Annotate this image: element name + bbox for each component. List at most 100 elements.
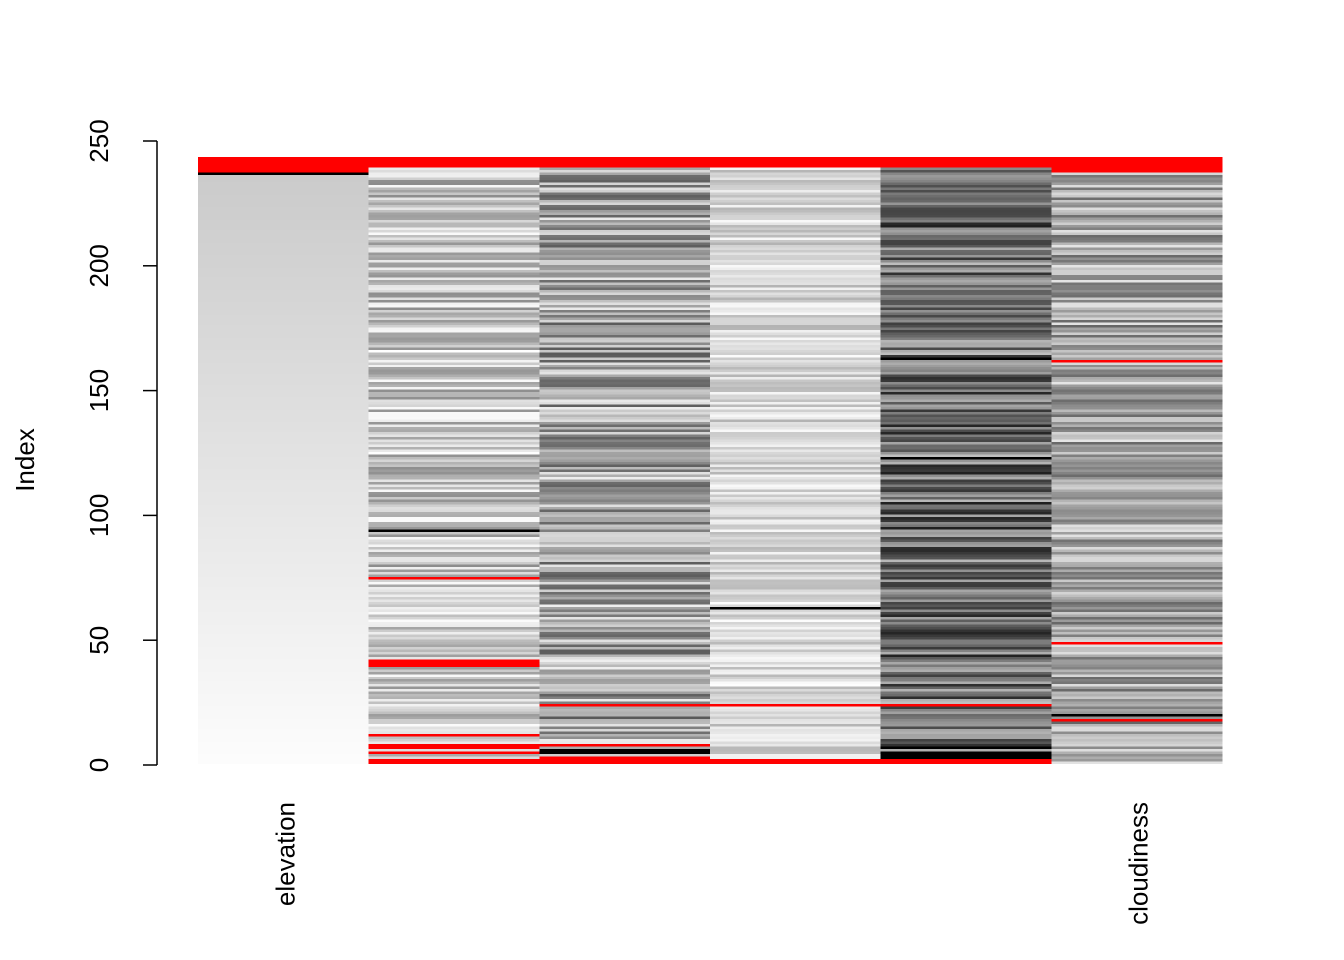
heatmap-cell — [368, 157, 540, 161]
heatmap-cell — [539, 346, 711, 350]
heatmap-cell — [880, 653, 1052, 657]
heatmap-cell — [198, 366, 370, 370]
heatmap-cell — [539, 671, 711, 675]
heatmap-cell — [368, 371, 540, 375]
heatmap-cell — [368, 596, 540, 600]
heatmap-cell — [880, 371, 1052, 375]
heatmap-cell — [710, 431, 882, 435]
heatmap-cell — [710, 249, 882, 253]
heatmap-cell — [198, 623, 370, 627]
heatmap-cell — [880, 494, 1052, 498]
heatmap-cell — [539, 501, 711, 505]
heatmap-cell — [539, 354, 711, 358]
heatmap-cell — [710, 259, 882, 263]
heatmap-cell — [539, 369, 711, 373]
heatmap-cell — [539, 411, 711, 415]
heatmap-cell — [539, 536, 711, 540]
heatmap-cell — [368, 711, 540, 715]
heatmap-cell — [880, 234, 1052, 238]
heatmap-cell — [198, 257, 370, 260]
heatmap-cell — [710, 242, 882, 245]
heatmap-cell — [539, 643, 711, 647]
heatmap-cell — [368, 189, 540, 193]
heatmap-cell — [368, 494, 540, 498]
heatmap-cell — [368, 202, 540, 205]
heatmap-cell — [198, 321, 370, 325]
heatmap-cell — [198, 436, 370, 440]
heatmap-cell — [1051, 249, 1223, 253]
heatmap-cell — [880, 661, 1052, 665]
heatmap-cell — [710, 606, 882, 610]
heatmap-cell — [1051, 708, 1223, 712]
heatmap-cell — [880, 481, 1052, 485]
heatmap-cell — [710, 716, 882, 720]
heatmap-cell — [880, 683, 1052, 687]
heatmap-cell — [710, 232, 882, 235]
heatmap-cell — [880, 306, 1052, 310]
heatmap-cell — [368, 252, 540, 255]
heatmap-cell — [539, 329, 711, 333]
heatmap-cell — [539, 459, 711, 463]
heatmap-cell — [710, 633, 882, 637]
heatmap-cell — [198, 227, 370, 230]
heatmap-cell — [368, 616, 540, 620]
heatmap-cell — [368, 643, 540, 647]
heatmap-cell — [368, 666, 540, 670]
heatmap-cell — [368, 731, 540, 735]
heatmap-cell — [1051, 279, 1223, 283]
heatmap-cell — [1051, 189, 1223, 193]
heatmap-cell — [710, 496, 882, 500]
heatmap-cell — [1051, 599, 1223, 602]
heatmap-cell — [880, 316, 1052, 320]
heatmap-cell — [368, 479, 540, 483]
heatmap-cell — [880, 329, 1052, 333]
heatmap-cell — [198, 701, 370, 705]
heatmap-cell — [710, 174, 882, 178]
heatmap-cell — [539, 399, 711, 403]
heatmap-cell — [1051, 561, 1223, 565]
heatmap-cell — [539, 464, 711, 468]
heatmap-cell — [880, 264, 1052, 268]
heatmap-cell — [880, 262, 1052, 265]
heatmap-cell — [710, 731, 882, 735]
heatmap-cell — [198, 596, 370, 600]
heatmap-cell — [710, 434, 882, 438]
heatmap-cell — [368, 581, 540, 585]
heatmap-cell — [1051, 668, 1223, 672]
heatmap-cell — [710, 177, 882, 181]
heatmap-cell — [710, 314, 882, 318]
heatmap-cell — [198, 666, 370, 670]
heatmap-cell — [710, 571, 882, 575]
heatmap-cell — [710, 609, 882, 612]
heatmap-cell — [368, 421, 540, 425]
heatmap-cell — [368, 703, 540, 707]
heatmap-cell — [710, 354, 882, 358]
heatmap-cell — [1051, 648, 1223, 652]
heatmap-cell — [198, 324, 370, 328]
heatmap-cell — [198, 524, 370, 527]
heatmap-cell — [539, 661, 711, 665]
heatmap-cell — [368, 234, 540, 238]
heatmap-cell — [1051, 753, 1223, 757]
heatmap-cell — [368, 249, 540, 253]
heatmap-cell — [710, 564, 882, 567]
heatmap-cell — [368, 676, 540, 680]
heatmap-cell — [539, 758, 711, 762]
heatmap-cell — [539, 254, 711, 258]
heatmap-cell — [368, 324, 540, 328]
heatmap-cell — [1051, 696, 1223, 700]
heatmap-cell — [1051, 693, 1223, 697]
heatmap-cell — [539, 374, 711, 378]
heatmap-cell — [1051, 643, 1223, 647]
heatmap-cell — [368, 743, 540, 747]
heatmap-cell — [710, 399, 882, 403]
heatmap-cell — [880, 651, 1052, 655]
heatmap-cell — [880, 289, 1052, 293]
heatmap-cell — [1051, 479, 1223, 483]
heatmap-cell — [710, 301, 882, 305]
heatmap-cell — [710, 319, 882, 323]
heatmap-cell — [368, 701, 540, 705]
heatmap-cell — [539, 187, 711, 191]
heatmap-cell — [539, 164, 711, 168]
heatmap-cell — [880, 616, 1052, 620]
